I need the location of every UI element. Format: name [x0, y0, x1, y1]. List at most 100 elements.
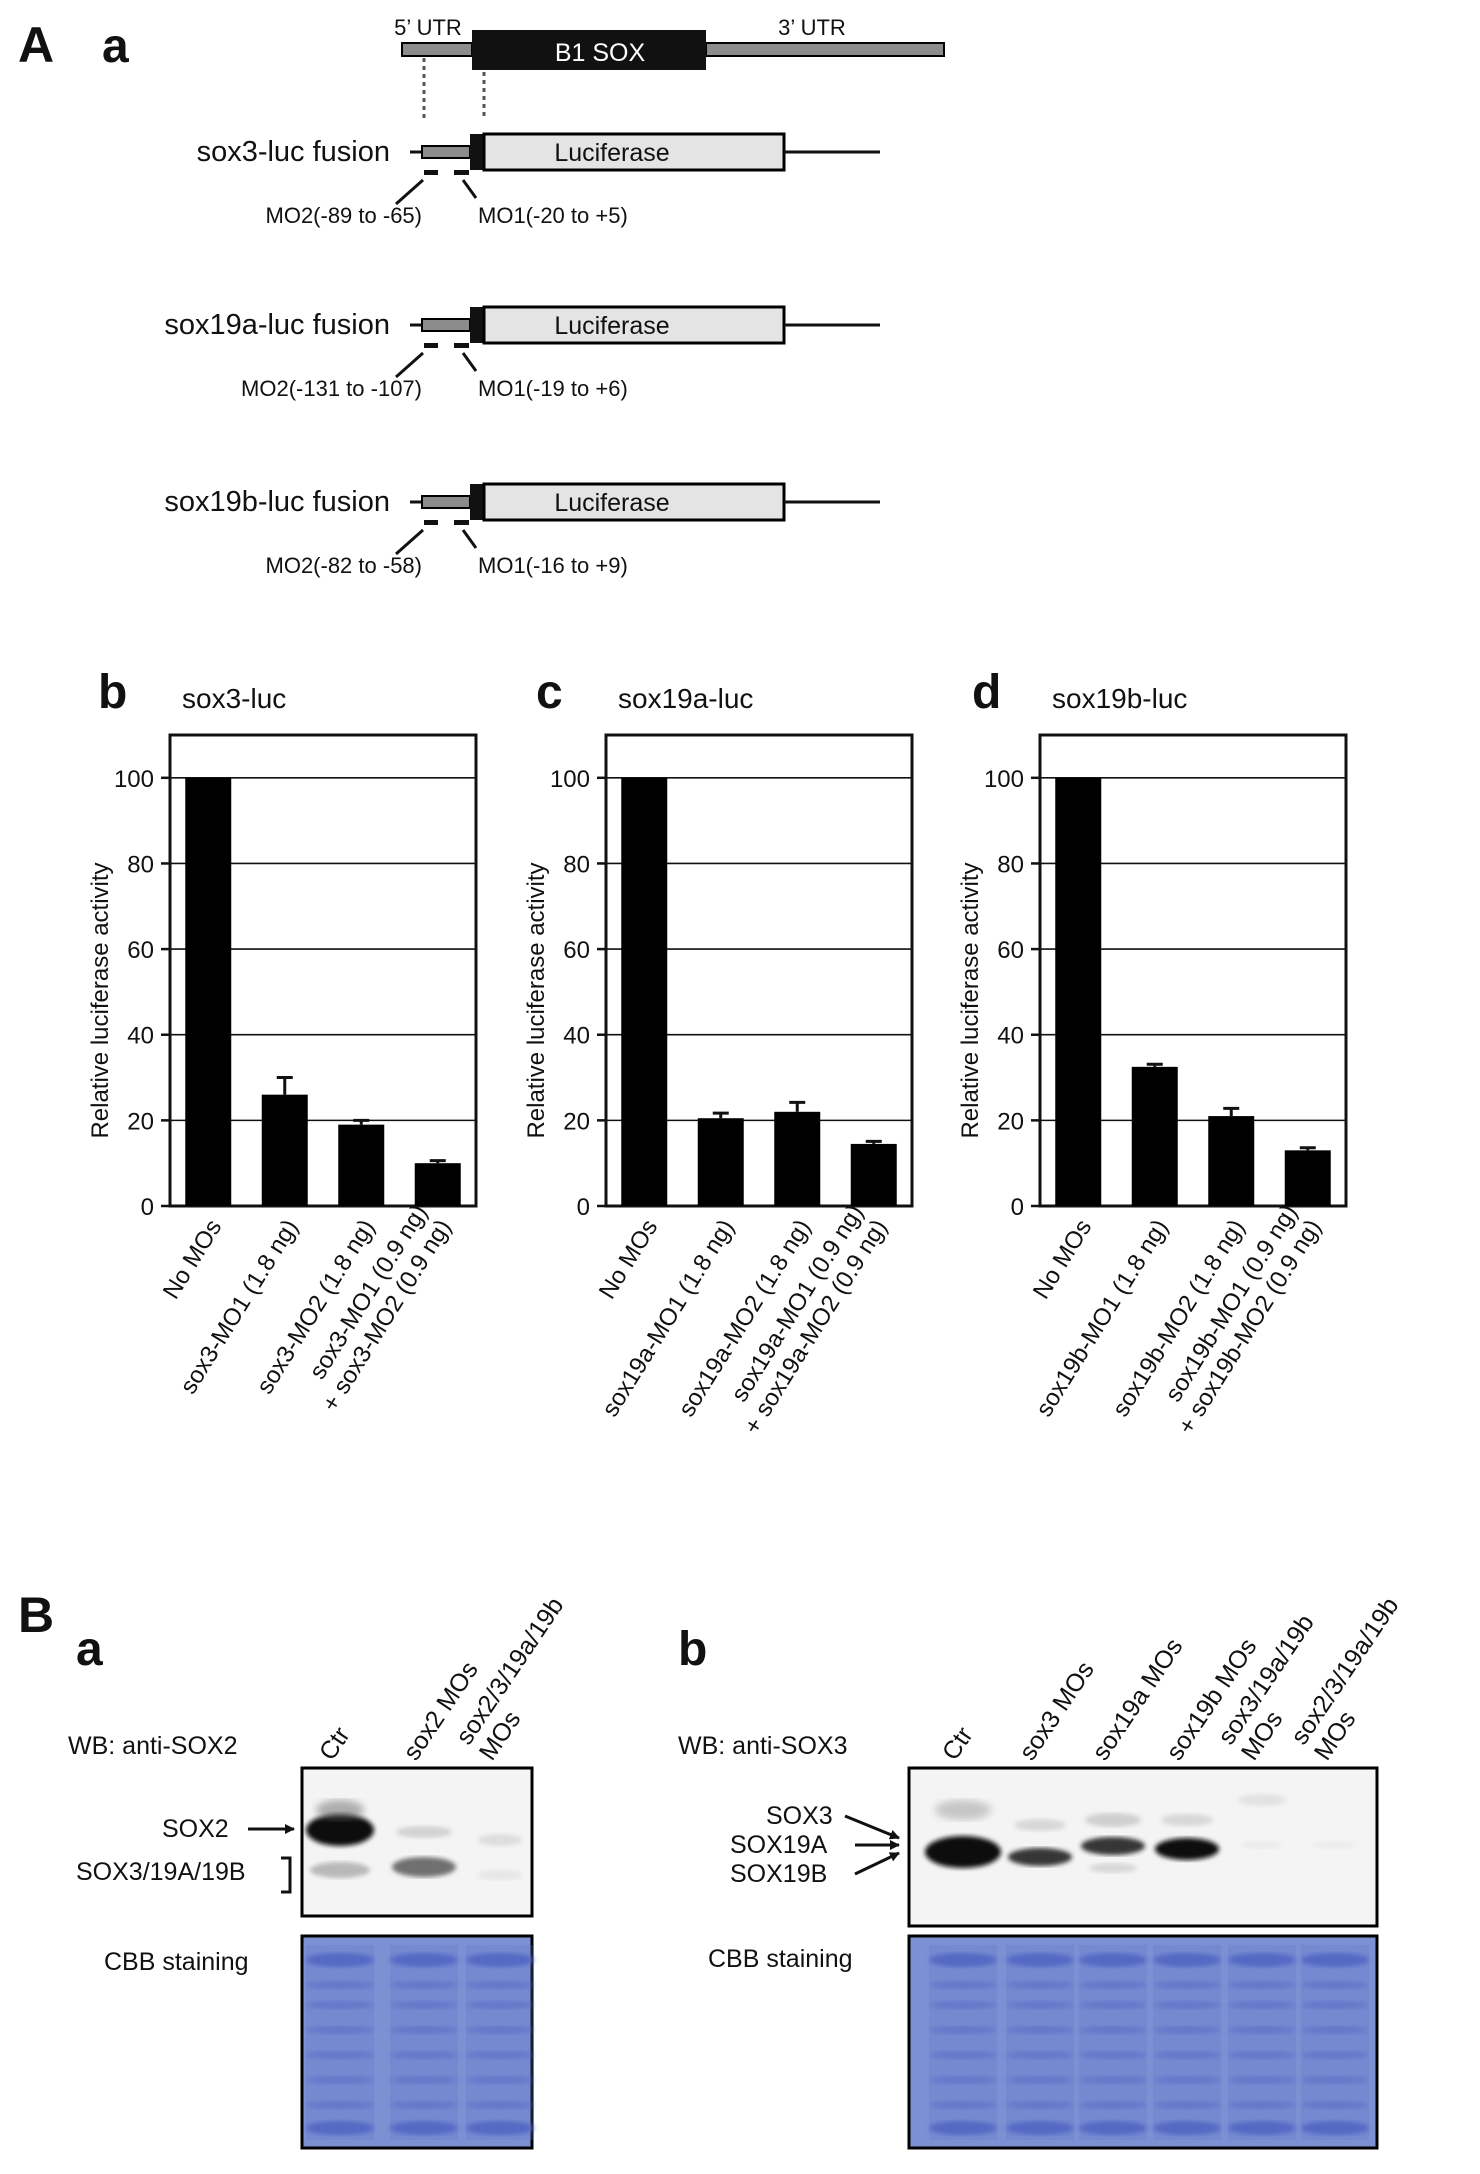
cbb-band: [1301, 2026, 1369, 2034]
arrow-sox19b: [854, 1851, 900, 1876]
bar: [1055, 777, 1102, 1206]
construct-utr-bar: [421, 495, 471, 509]
cbb-band: [1228, 2051, 1296, 2059]
cbb-band: [1079, 1953, 1147, 1967]
band-triple-faint: [1238, 1794, 1286, 1806]
construct-label: sox3-luc fusion: [197, 136, 390, 168]
construct-cds-block: [470, 484, 484, 520]
cbb-band: [1079, 1981, 1147, 1989]
chart-b: sox3-luc 0 20 40 60 80 100 Relative luciferase …: [87, 683, 478, 1416]
cbb-band: [466, 1981, 534, 1989]
mo2-label: MO2(-131 to -107): [241, 376, 422, 401]
y-tick-label: 20: [563, 1108, 590, 1135]
cbb-band: [390, 2001, 458, 2009]
cbb-band: [1006, 2026, 1074, 2034]
panel-label-d: d: [972, 666, 1001, 719]
band-label-sox2: SOX2: [162, 1815, 229, 1843]
construct-0: sox3-luc fusion Luciferase MO2(-89 to -65)…: [197, 132, 880, 228]
band-sox19amo-upper: [1085, 1813, 1141, 1827]
luciferase-box: [482, 305, 786, 345]
cbb-band: [306, 1953, 374, 1967]
lane-label-b: Ctr: [937, 1722, 979, 1765]
y-axis-label: Relative luciferase activity: [87, 862, 114, 1138]
chart-frame: [1038, 733, 1348, 1208]
panel-label-Aa: a: [102, 20, 129, 73]
mo2-mark: [424, 170, 438, 175]
band-ctr-strong: [925, 1836, 1001, 1868]
chart-frame: [168, 733, 478, 1208]
y-tick-label: 0: [577, 1194, 590, 1221]
bar-charts: sox3-luc 0 20 40 60 80 100 Relative luciferase …: [87, 683, 1348, 1439]
cbb-band: [466, 2076, 534, 2084]
band-sox3-mo: [392, 1857, 456, 1877]
band-sox2-ctr-smear: [316, 1800, 364, 1820]
bar: [338, 1124, 385, 1206]
bar: [1284, 1150, 1331, 1206]
panel-label-A: A: [18, 17, 54, 73]
luciferase-label: Luciferase: [554, 312, 669, 340]
construct-2: sox19b-luc fusion Luciferase MO2(-82 to -5…: [164, 482, 880, 578]
band-sox19bmo-upper: [1161, 1814, 1213, 1826]
band-sox3mo: [1008, 1848, 1072, 1866]
lane-label-a: Ctr: [314, 1722, 356, 1765]
mo2-pointer: [395, 178, 424, 206]
construct-utr-bar: [421, 318, 471, 332]
mo1-mark: [454, 520, 469, 525]
cbb-lane: [929, 1945, 997, 2140]
cbb-band: [1228, 2121, 1296, 2135]
band-label-sox19a: SOX19A: [730, 1831, 828, 1859]
bar: [414, 1163, 461, 1206]
cbb-lane: [1006, 1945, 1074, 2140]
mo2-mark: [424, 520, 438, 525]
chart-frame: [604, 733, 914, 1208]
category-label: No MOs: [158, 1215, 228, 1304]
cbb-band: [1079, 2101, 1147, 2109]
luciferase-box: [482, 132, 786, 172]
bar: [774, 1111, 821, 1206]
cbb-lane: [1301, 1945, 1369, 2140]
cbb-band: [1079, 2121, 1147, 2135]
cbb-band: [929, 2101, 997, 2109]
mo2-pointer: [395, 351, 424, 379]
cbb-band: [1301, 1953, 1369, 1967]
construct-1: sox19a-luc fusion Luciferase MO2(-131 to -…: [164, 305, 880, 401]
band-label-sox3-19a-19b: SOX3/19A/19B: [76, 1858, 246, 1886]
construct-cds-block: [470, 307, 484, 343]
cbb-band: [390, 1953, 458, 1967]
cbb-gel-b: [907, 1934, 1379, 2150]
cbb-band: [390, 1981, 458, 1989]
mo1-mark: [454, 343, 469, 348]
cbb-band: [1079, 2051, 1147, 2059]
y-tick-label: 80: [997, 851, 1024, 878]
cbb-band: [466, 1953, 534, 1967]
mo1-mark: [454, 170, 469, 175]
cbb-band: [929, 2001, 997, 2009]
cbb-band: [1006, 2121, 1074, 2135]
mo1-pointer: [461, 352, 478, 372]
y-tick-label: 60: [563, 937, 590, 964]
cbb-band: [1006, 1953, 1074, 1967]
cbb-band: [929, 1953, 997, 1967]
cbb-band: [1228, 2001, 1296, 2009]
cbb-band: [1301, 2001, 1369, 2009]
cbb-lane: [1079, 1945, 1147, 2140]
panel-label-c: c: [536, 666, 563, 719]
bar: [1208, 1116, 1255, 1206]
y-axis-label: Relative luciferase activity: [957, 862, 984, 1138]
cbb-band: [390, 2076, 458, 2084]
y-tick-label: 20: [127, 1108, 154, 1135]
luciferase-label: Luciferase: [554, 139, 669, 167]
band-ctr-upper: [935, 1800, 991, 1820]
mo1-pointer: [461, 179, 478, 199]
cbb-lane: [1228, 1945, 1296, 2140]
cbb-band: [1153, 2001, 1221, 2009]
y-tick-label: 80: [563, 851, 590, 878]
mo2-label: MO2(-82 to -58): [266, 553, 423, 578]
cbb-band: [306, 1981, 374, 1989]
cbb-lane: [390, 1945, 458, 2140]
cbb-band: [1153, 2051, 1221, 2059]
cbb-band: [466, 2026, 534, 2034]
band-sox19amo-lower: [1089, 1863, 1137, 1873]
cbb-band: [466, 2051, 534, 2059]
band-sox19amo: [1081, 1837, 1145, 1855]
